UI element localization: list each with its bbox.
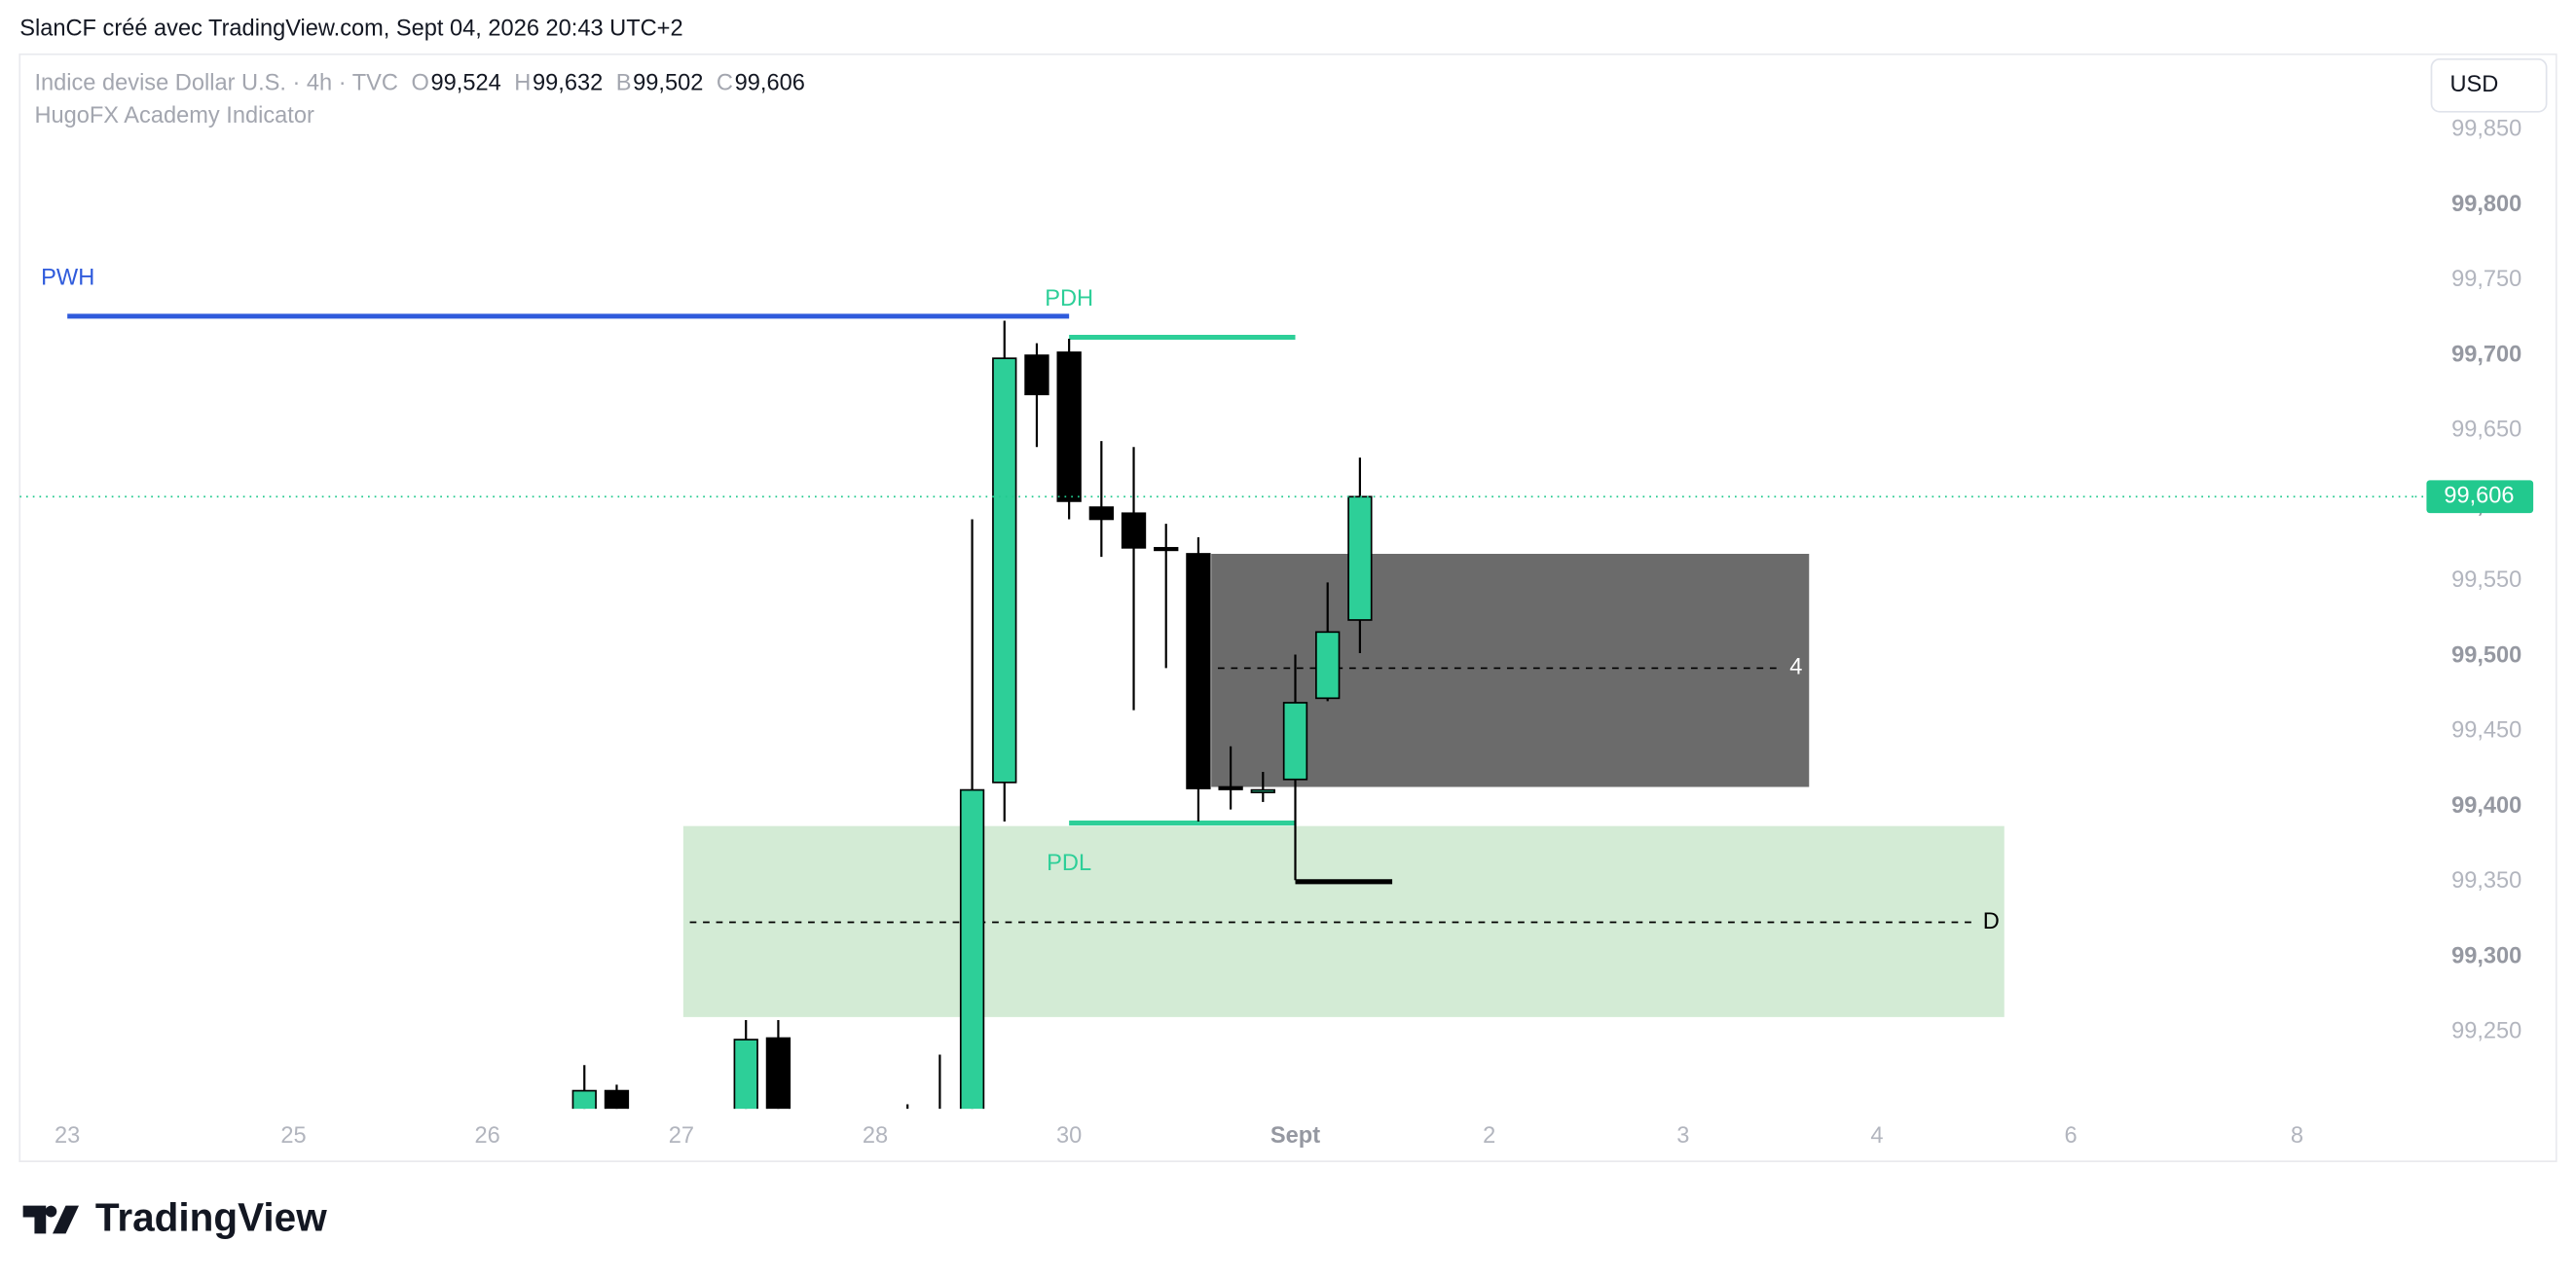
indicator-name: HugoFX Academy Indicator: [34, 103, 314, 128]
plot-area: 4 D PWH PDH PDL: [19, 265, 2415, 1110]
zone-label: 4: [1789, 655, 1802, 680]
candle-body: [765, 1037, 791, 1110]
candle-body: [1347, 495, 1373, 621]
level-label: PDH: [1045, 286, 1093, 311]
candle-body: [571, 1089, 597, 1110]
candle-body: [1315, 631, 1341, 700]
legend-key: O: [411, 70, 428, 95]
currency-button[interactable]: [2430, 57, 2548, 113]
candle-body: [1218, 786, 1243, 790]
candle-body: [1282, 702, 1308, 781]
legend-value: 99,502: [633, 70, 703, 95]
axes: 99,250 99,300 99,350 99,400 99,450 99,500 99,5…: [55, 117, 2534, 1149]
y-tick-label: 99,550: [2451, 567, 2521, 593]
x-tick-label: 2: [1483, 1123, 1495, 1149]
last-price-label: 99,606: [2444, 484, 2514, 509]
x-tick-label: 30: [1056, 1123, 1082, 1149]
x-tick-label: 3: [1676, 1123, 1689, 1149]
candle-body: [1024, 354, 1049, 396]
legend-key: C: [717, 70, 733, 95]
x-tick-label: 28: [863, 1123, 888, 1149]
candle-body: [733, 1039, 758, 1110]
legend-value: 99,524: [431, 70, 501, 95]
ohlc-legend: O 99,524 H 99,632 B 99,502 C 99,606: [411, 70, 804, 95]
x-tick-label: Sept: [1270, 1123, 1320, 1149]
candle-body: [604, 1089, 630, 1110]
currency[interactable]: USD: [2449, 72, 2498, 97]
x-tick-label: 27: [669, 1123, 694, 1149]
chart-frame: [18, 53, 2558, 1162]
brand-logo: TradingView: [22, 1195, 327, 1240]
legend-key: H: [514, 70, 531, 95]
candle-body: [1186, 553, 1211, 789]
zone-label: D: [1983, 909, 2000, 934]
y-tick-label: 99,700: [2451, 342, 2521, 367]
y-tick-label: 99,750: [2451, 267, 2521, 292]
x-tick-label: 4: [1870, 1123, 1883, 1149]
last-price-badge: [2426, 480, 2534, 514]
y-tick-label: 99,400: [2451, 793, 2521, 819]
legend-key: B: [616, 70, 632, 95]
y-tick-label: 99,250: [2451, 1019, 2521, 1044]
candle-body: [1121, 512, 1147, 549]
x-tick-label: 26: [475, 1123, 500, 1149]
y-tick-label: 99,350: [2451, 868, 2521, 894]
candle-body: [1250, 788, 1275, 793]
candle-body: [1088, 506, 1114, 521]
legend-value: 99,632: [533, 70, 603, 95]
y-tick-label: 99,300: [2451, 943, 2521, 968]
brand-name: TradingView: [95, 1195, 327, 1240]
y-tick-label: 99,800: [2451, 192, 2521, 217]
level-label: PWH: [41, 265, 94, 290]
x-tick-label: 25: [280, 1123, 306, 1149]
y-tick-label: 99,850: [2451, 117, 2521, 142]
chart-title: Indice devise Dollar U.S. · 4h · TVC: [34, 70, 398, 95]
candle-body: [1154, 546, 1179, 552]
y-tick-label: 99,450: [2451, 718, 2521, 744]
zone: [682, 825, 2005, 1017]
candle-body: [959, 788, 985, 1110]
candle-body: [992, 357, 1017, 784]
zone: [1211, 553, 1810, 787]
x-tick-label: 23: [55, 1123, 80, 1149]
candle-body: [1056, 351, 1082, 502]
credit: SlanCF créé avec TradingView.com, Sept 0…: [19, 17, 682, 42]
x-tick-label: 6: [2065, 1123, 2078, 1149]
legend-value: 99,606: [735, 70, 805, 95]
y-tick-label: 99,650: [2451, 418, 2521, 443]
x-tick-label: 8: [2291, 1123, 2303, 1149]
level-label: PDL: [1047, 851, 1091, 876]
y-tick-label: 99,500: [2451, 642, 2521, 668]
